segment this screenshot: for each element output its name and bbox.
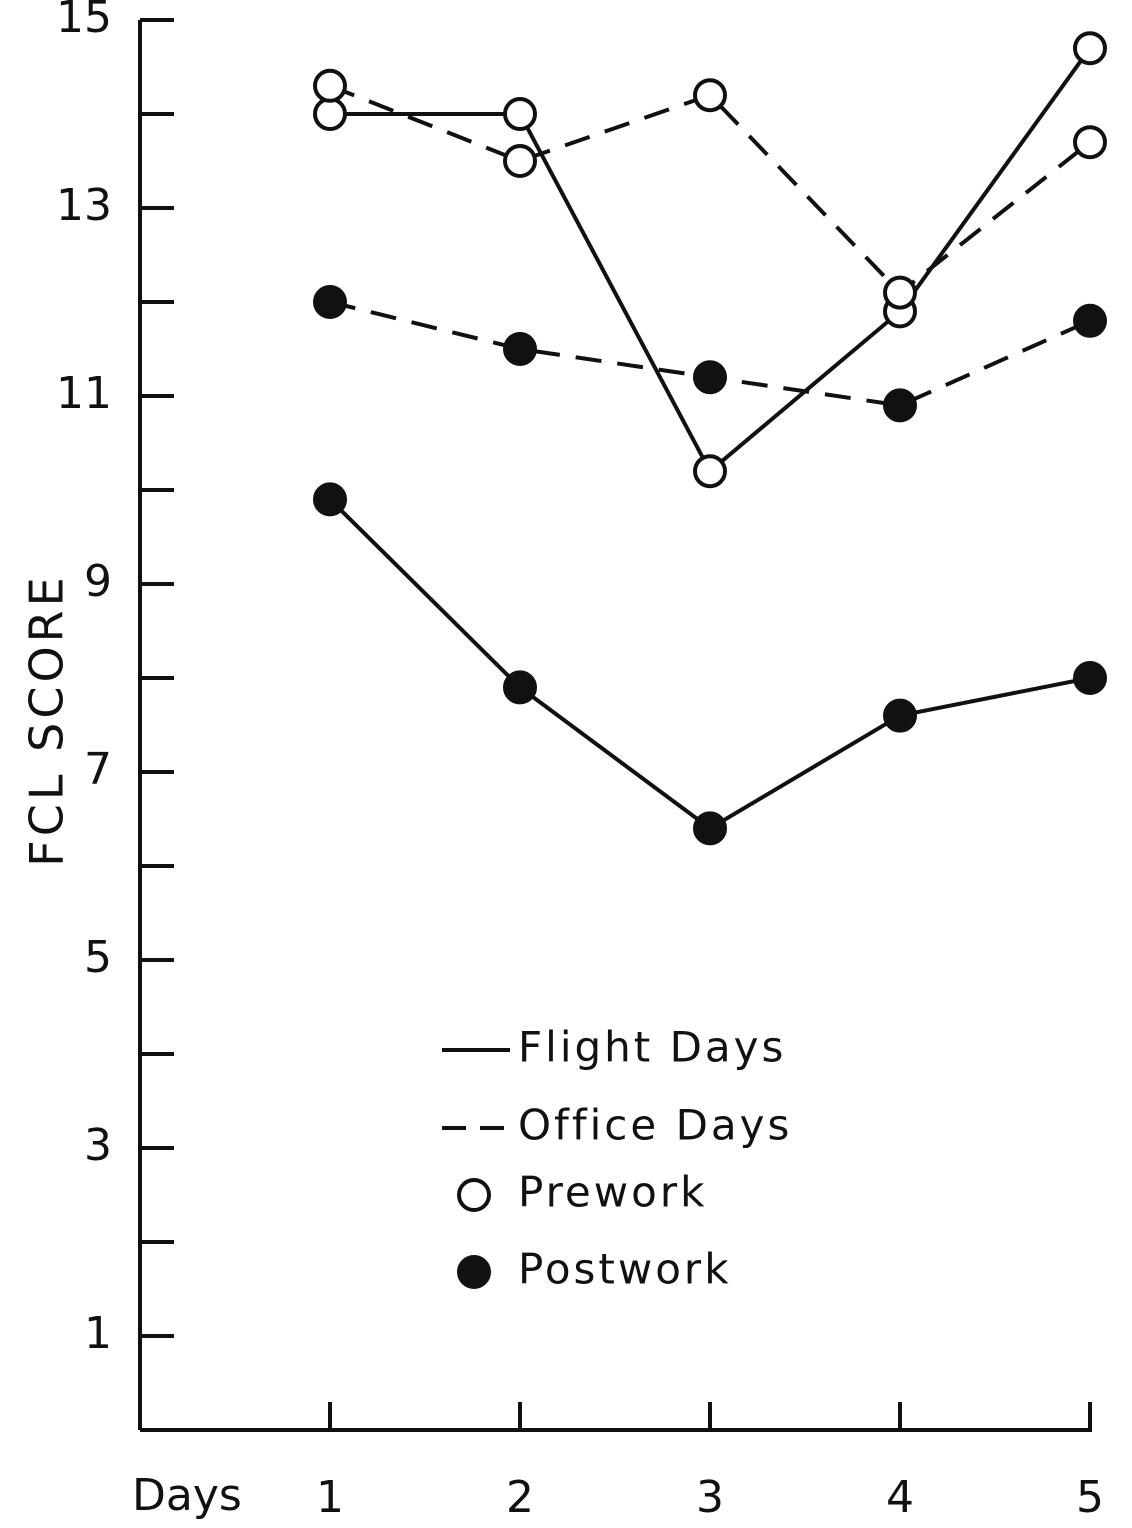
point-flight-days-postwork-day-2 (503, 670, 537, 705)
point-flight-days-prework-day-5 (1073, 31, 1107, 66)
legend-symbol-postwork (457, 1255, 491, 1289)
point-office-days-prework-day-5 (1073, 125, 1107, 160)
series-line-flight-days-postwork (328, 497, 1091, 831)
point-flight-days-prework-day-1 (313, 97, 347, 131)
legend-symbol-prework (457, 1178, 491, 1212)
series-line-office-days-prework (329, 83, 1092, 295)
x-axis-label: Days (132, 1470, 242, 1521)
legend-label-postwork: Postwork (518, 1245, 732, 1294)
point-office-days-prework-day-3 (693, 78, 727, 113)
point-office-days-prework-day-2 (503, 144, 537, 178)
y-tick-label-11: 11 (56, 368, 112, 419)
y-tick-label-5: 5 (84, 932, 112, 983)
point-flight-days-postwork-day-1 (313, 482, 347, 517)
legend-label-flight-days: Flight Days (518, 1023, 786, 1072)
x-tick-label-3: 3 (696, 1472, 724, 1523)
y-tick-label-7: 7 (84, 744, 112, 795)
legend: Flight Days Office Days Prework Postwork (442, 1023, 792, 1294)
series-layer (313, 31, 1107, 846)
y-tick-label-15: 15 (56, 0, 112, 43)
point-office-days-postwork-day-2 (503, 332, 537, 366)
x-tick-label-2: 2 (506, 1472, 534, 1523)
point-office-days-postwork-day-3 (693, 360, 727, 395)
legend-label-prework: Prework (518, 1168, 707, 1217)
axes (138, 20, 1092, 1432)
x-tick-label-4: 4 (886, 1472, 914, 1523)
point-flight-days-postwork-day-3 (693, 811, 727, 846)
x-tick-label-1: 1 (316, 1472, 344, 1523)
point-office-days-prework-day-4 (883, 275, 917, 310)
y-tick-label-3: 3 (84, 1120, 112, 1171)
legend-label-office-days: Office Days (518, 1101, 792, 1150)
x-ticks: 1 2 3 4 5 (316, 1402, 1104, 1523)
point-flight-days-prework-day-2 (503, 97, 537, 131)
point-office-days-postwork-day-1 (313, 285, 347, 319)
point-flight-days-postwork-day-5 (1073, 661, 1107, 695)
x-tick-label-5: 5 (1076, 1472, 1104, 1523)
point-flight-days-prework-day-3 (693, 454, 727, 489)
y-tick-label-1: 1 (84, 1308, 112, 1359)
point-office-days-postwork-day-5 (1073, 303, 1107, 338)
point-office-days-prework-day-1 (313, 68, 347, 103)
y-tick-label-13: 13 (56, 180, 112, 231)
point-flight-days-postwork-day-4 (883, 698, 917, 733)
point-office-days-postwork-day-4 (883, 388, 917, 423)
y-tick-label-9: 9 (84, 556, 112, 607)
y-axis-label: FCL SCORE (20, 573, 74, 866)
